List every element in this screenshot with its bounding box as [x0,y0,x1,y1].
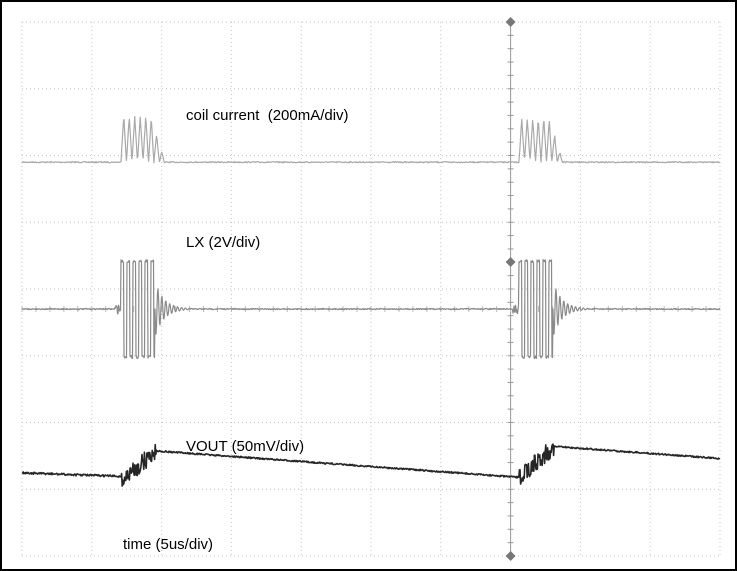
series-label-lx: LX (2V/div) [186,234,260,251]
trigger-markers [505,17,516,561]
trigger-marker-level [505,257,516,267]
time-scale-label: time (5us/div) [123,536,213,553]
traces [21,115,721,487]
trigger-marker-bottom [505,551,516,561]
series-line-vout [21,443,721,487]
series-line-coil [21,115,721,164]
trigger-marker-top [505,17,516,27]
series-label-coil-current: coil current (200mA/div) [186,107,349,124]
series-line-lx [21,259,721,360]
series-label-vout: VOUT (50mV/div) [186,438,304,455]
